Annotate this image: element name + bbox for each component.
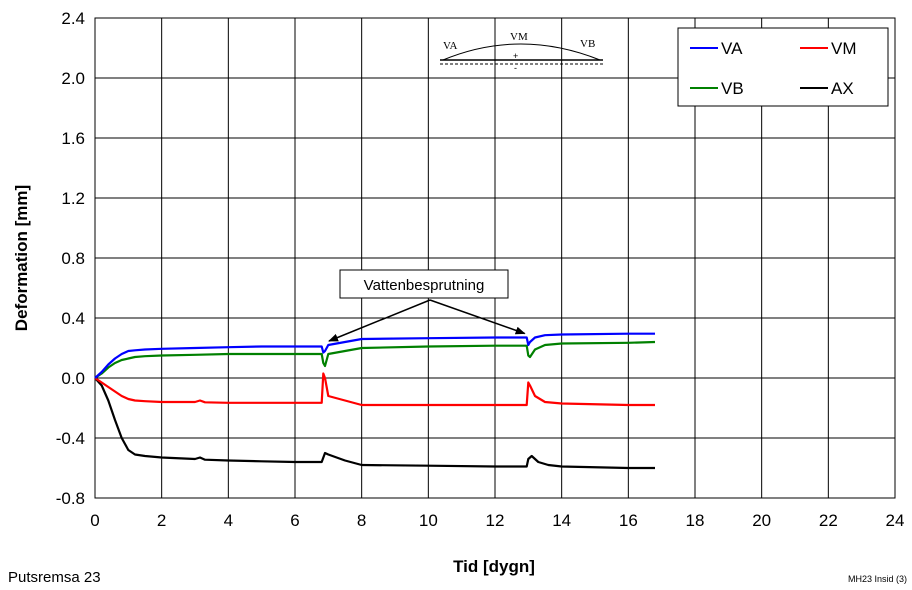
x-tick-label: 18 <box>686 511 705 530</box>
beam-inset-diagram: VA VM VB + - <box>440 31 603 73</box>
legend: VA VM VB AX <box>677 27 889 107</box>
inset-minus: - <box>514 63 517 73</box>
x-tick-label: 4 <box>224 511 233 530</box>
x-tick-label: 0 <box>90 511 99 530</box>
y-tick-label: 0.8 <box>61 249 85 268</box>
inset-plus: + <box>513 51 518 61</box>
series-line-va <box>94 332 655 379</box>
y-axis-label: Deformation [mm] <box>12 185 31 331</box>
inset-arc <box>442 43 601 61</box>
y-tick-labels: 2.4 2.0 1.6 1.2 0.8 0.4 0.0 -0.4 -0.8 <box>56 9 85 508</box>
y-tick-label: 2.4 <box>61 9 85 28</box>
inset-label-vb: VB <box>580 38 595 50</box>
inset-label-vm: VM <box>510 31 528 43</box>
legend-label-va: VA <box>721 39 743 58</box>
annotation-text: Vattenbesprutning <box>364 277 485 294</box>
legend-box <box>677 27 889 107</box>
x-tick-label: 22 <box>819 511 838 530</box>
series-line-vm <box>94 372 655 407</box>
y-tick-label: 2.0 <box>61 69 85 88</box>
series-line-ax <box>94 377 655 470</box>
data-series <box>94 332 656 470</box>
series-line-vb <box>94 340 656 379</box>
inset-label-va: VA <box>443 40 458 52</box>
x-tick-labels: 0 2 4 6 8 10 12 14 16 18 20 22 24 <box>90 511 904 530</box>
x-axis-label: Tid [dygn] <box>453 557 535 576</box>
legend-label-vm: VM <box>831 39 857 58</box>
x-tick-label: 10 <box>419 511 438 530</box>
footer-right-label: MH23 Insid (3) <box>848 574 907 584</box>
x-tick-label: 6 <box>290 511 299 530</box>
annotation-vattenbesprutning: Vattenbesprutning <box>328 269 526 342</box>
x-tick-label: 24 <box>886 511 905 530</box>
legend-label-vb: VB <box>721 79 744 98</box>
x-tick-label: 14 <box>552 511 571 530</box>
y-tick-label: 0.4 <box>61 309 85 328</box>
y-tick-label: -0.8 <box>56 489 85 508</box>
annotation-box <box>339 269 509 299</box>
footer-left-label: Putsremsa 23 <box>8 569 101 586</box>
y-tick-label: 0.0 <box>61 369 85 388</box>
annotation-arrow-2 <box>429 299 526 335</box>
x-tick-label: 8 <box>357 511 366 530</box>
legend-label-ax: AX <box>831 79 854 98</box>
y-tick-label: -0.4 <box>56 429 85 448</box>
x-tick-label: 20 <box>752 511 771 530</box>
annotation-arrow-1 <box>328 299 431 342</box>
x-tick-label: 16 <box>619 511 638 530</box>
x-tick-label: 12 <box>486 511 505 530</box>
y-tick-label: 1.6 <box>61 129 85 148</box>
y-tick-label: 1.2 <box>61 189 85 208</box>
x-tick-label: 2 <box>157 511 166 530</box>
